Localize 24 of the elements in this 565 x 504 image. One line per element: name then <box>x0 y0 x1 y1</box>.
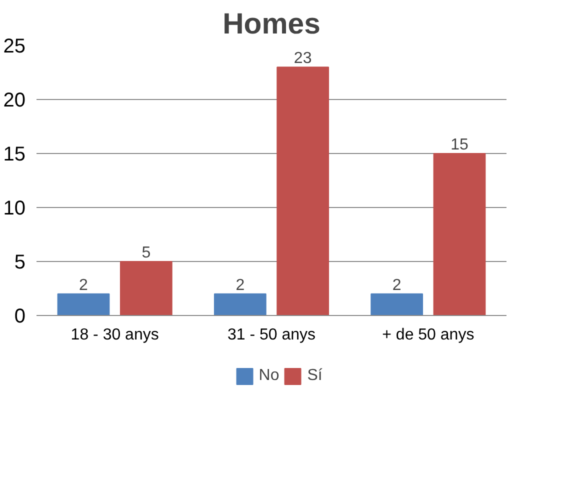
legend-label: Sí <box>307 367 324 385</box>
bar <box>433 153 486 316</box>
data-label: 2 <box>236 276 245 294</box>
y-tick-label: 15 <box>3 144 26 166</box>
data-label: 23 <box>294 50 312 68</box>
y-tick-label: 10 <box>3 198 26 220</box>
y-tick-label: 25 <box>3 36 26 58</box>
data-label: 2 <box>79 276 88 294</box>
data-label: 15 <box>450 136 468 154</box>
chart-title: Homes <box>222 8 320 40</box>
y-tick-label: 5 <box>14 252 26 274</box>
bar <box>214 293 266 316</box>
y-tick-label: 20 <box>3 90 26 112</box>
bar <box>120 261 172 316</box>
y-tick-label: 0 <box>14 306 26 328</box>
bar <box>276 66 330 316</box>
x-tick-label: 31 - 50 anys <box>227 326 316 344</box>
bar <box>370 293 424 316</box>
x-tick-label: 18 - 30 anys <box>70 326 159 344</box>
data-label: 2 <box>392 276 402 294</box>
bar <box>57 293 110 316</box>
x-tick-label: + de 50 anys <box>382 326 474 344</box>
legend-label: No <box>258 367 280 385</box>
data-label: 5 <box>142 244 151 262</box>
